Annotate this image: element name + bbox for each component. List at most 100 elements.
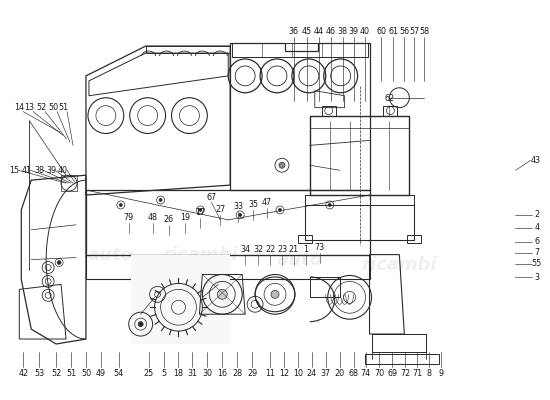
Text: 74: 74	[360, 369, 371, 378]
Text: 38: 38	[34, 166, 44, 175]
Text: 49: 49	[96, 369, 106, 378]
Bar	[232, 43, 367, 57]
Text: 33: 33	[233, 202, 243, 212]
Text: 67: 67	[206, 192, 216, 202]
Bar	[61, 175, 77, 191]
Circle shape	[239, 214, 241, 216]
Text: 48: 48	[147, 213, 158, 222]
Text: 31: 31	[188, 369, 197, 378]
Text: 26: 26	[163, 215, 174, 224]
Text: ricambi: ricambi	[361, 256, 437, 274]
Text: 38: 38	[338, 27, 348, 36]
Text: 3: 3	[534, 273, 539, 282]
Text: 51: 51	[66, 369, 76, 378]
Text: 32: 32	[253, 245, 263, 254]
Text: 27: 27	[215, 206, 226, 214]
Text: 53: 53	[34, 369, 44, 378]
Text: 40: 40	[58, 166, 68, 175]
Polygon shape	[131, 255, 230, 344]
Text: 45: 45	[302, 27, 312, 36]
Text: 47: 47	[262, 198, 272, 208]
Text: 55: 55	[531, 259, 542, 268]
Text: 36: 36	[289, 27, 299, 36]
Text: 39: 39	[349, 27, 359, 36]
Text: 54: 54	[114, 369, 124, 378]
Text: ricambi: ricambi	[163, 246, 238, 264]
Text: 40: 40	[360, 27, 370, 36]
Text: 19: 19	[180, 213, 190, 222]
Text: 69: 69	[387, 369, 398, 378]
Bar	[298, 235, 312, 243]
Circle shape	[279, 162, 285, 168]
Text: 42: 42	[18, 369, 29, 378]
Text: 50: 50	[81, 369, 91, 378]
Bar	[408, 235, 421, 243]
Text: 11: 11	[265, 369, 275, 378]
Text: 4: 4	[534, 223, 539, 232]
Circle shape	[159, 198, 162, 202]
Text: 20: 20	[334, 369, 345, 378]
Text: 39: 39	[46, 166, 56, 175]
Text: 70: 70	[375, 369, 384, 378]
Text: 18: 18	[173, 369, 184, 378]
Text: 1: 1	[304, 245, 309, 254]
Text: 58: 58	[419, 27, 430, 36]
Text: 30: 30	[202, 369, 212, 378]
Text: 15: 15	[9, 166, 19, 175]
Circle shape	[271, 290, 279, 298]
Text: 71: 71	[412, 369, 422, 378]
Text: 29: 29	[247, 369, 257, 378]
Text: 23: 23	[277, 245, 287, 254]
Text: 22: 22	[265, 245, 275, 254]
Bar	[305, 195, 414, 205]
Text: 17: 17	[195, 208, 206, 218]
Bar	[310, 278, 340, 297]
Text: 5: 5	[161, 369, 166, 378]
Text: 62: 62	[384, 94, 394, 103]
Text: 73: 73	[315, 243, 325, 252]
Circle shape	[278, 208, 282, 212]
Circle shape	[57, 260, 61, 264]
Text: 2: 2	[534, 210, 539, 219]
Text: 34: 34	[240, 245, 250, 254]
Text: 14: 14	[14, 103, 24, 112]
Text: 46: 46	[326, 27, 336, 36]
Text: 12: 12	[279, 369, 289, 378]
Text: 41: 41	[21, 166, 31, 175]
Bar	[383, 106, 398, 116]
Text: 43: 43	[531, 156, 541, 165]
Circle shape	[119, 204, 122, 206]
Text: auto: auto	[277, 250, 323, 268]
Circle shape	[138, 322, 143, 327]
Text: 7: 7	[534, 248, 539, 257]
Circle shape	[328, 204, 331, 206]
Text: 13: 13	[24, 103, 34, 112]
Text: 52: 52	[51, 369, 61, 378]
Bar	[322, 106, 336, 116]
Bar	[310, 116, 409, 128]
Text: 68: 68	[349, 369, 359, 378]
Text: 72: 72	[400, 369, 410, 378]
Text: 37: 37	[321, 369, 331, 378]
Text: 21: 21	[289, 245, 299, 254]
Text: 61: 61	[388, 27, 398, 36]
Circle shape	[217, 289, 227, 299]
Bar	[310, 116, 409, 195]
Text: 50: 50	[48, 103, 58, 112]
Text: auto: auto	[88, 246, 134, 264]
Text: 51: 51	[58, 103, 68, 112]
Text: 25: 25	[144, 369, 154, 378]
Text: 28: 28	[232, 369, 242, 378]
Circle shape	[199, 208, 202, 212]
Bar	[371, 334, 426, 352]
Text: 44: 44	[314, 27, 324, 36]
Text: 10: 10	[293, 369, 303, 378]
Text: 9: 9	[438, 369, 444, 378]
Text: 35: 35	[248, 200, 258, 210]
Text: 57: 57	[409, 27, 420, 36]
Text: 79: 79	[124, 213, 134, 222]
Text: 16: 16	[217, 369, 227, 378]
Text: 52: 52	[36, 103, 46, 112]
Text: 8: 8	[427, 369, 432, 378]
Text: 60: 60	[376, 27, 387, 36]
